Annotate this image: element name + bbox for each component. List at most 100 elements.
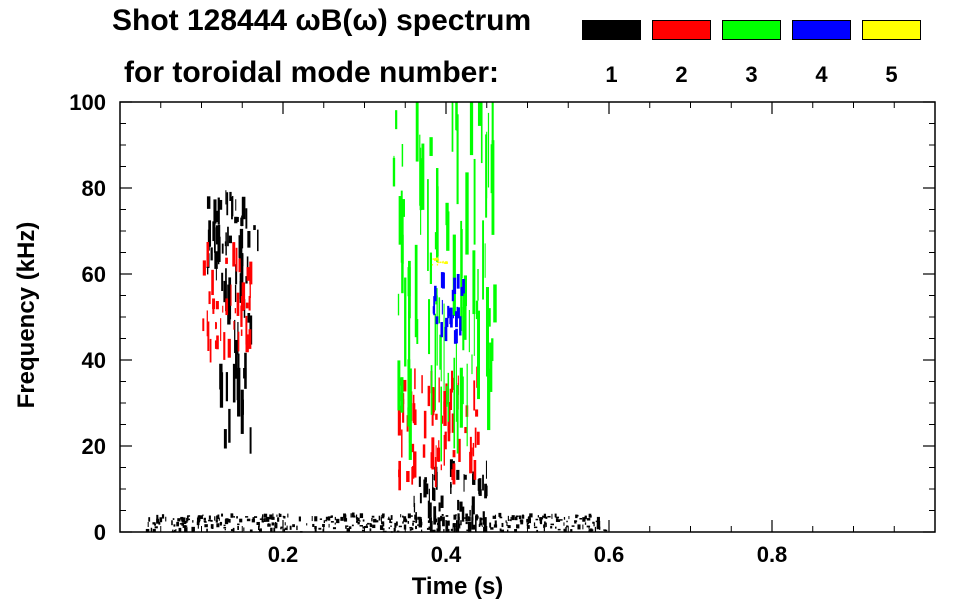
spectral-streak — [393, 155, 395, 184]
spectral-streak — [423, 410, 427, 439]
spectral-streak — [202, 260, 206, 276]
spectral-streak — [390, 521, 393, 524]
legend-label-mode-3: 3 — [745, 62, 758, 87]
spectral-streak — [345, 525, 349, 527]
spectral-streak — [204, 524, 208, 528]
spectral-streak — [458, 438, 461, 462]
spectral-streak — [403, 518, 407, 521]
spectral-streak — [543, 524, 546, 528]
spectral-streak — [177, 518, 181, 522]
spectral-streak — [343, 513, 346, 518]
spectral-streak — [432, 529, 436, 532]
spectral-streak — [467, 516, 471, 522]
spectral-streak — [550, 526, 553, 529]
spectral-streak — [415, 102, 419, 162]
spectral-streak — [243, 527, 245, 532]
spectral-streak — [232, 527, 235, 532]
spectral-streak — [246, 267, 250, 281]
spectral-streak — [340, 516, 344, 521]
spectral-streak — [473, 380, 476, 411]
spectral-streak — [394, 526, 396, 532]
spectral-streak — [463, 298, 467, 340]
spectral-streak — [494, 514, 496, 519]
spectral-streak — [501, 522, 504, 528]
spectral-streak — [499, 516, 503, 519]
spectral-streak — [325, 519, 328, 522]
spectral-streak — [454, 529, 456, 532]
spectral-streak — [446, 386, 448, 407]
spectral-streak — [563, 516, 566, 520]
spectral-streak — [452, 523, 456, 528]
spectral-streak — [452, 234, 456, 316]
spectral-streak — [400, 190, 403, 263]
spectral-streak — [328, 523, 330, 528]
spectral-streak — [298, 516, 301, 522]
spectral-streak — [237, 525, 239, 530]
spectral-streak — [438, 502, 441, 512]
spectral-streak — [410, 515, 413, 517]
spectral-streak — [257, 525, 260, 531]
spectral-streak — [487, 308, 491, 327]
spectral-streak — [178, 527, 182, 532]
spectral-streak — [230, 284, 232, 306]
spectral-streak — [428, 488, 430, 507]
spectral-streak — [283, 516, 286, 519]
spectral-streak — [498, 512, 502, 517]
spectral-streak — [184, 527, 188, 532]
spectral-streak — [456, 385, 459, 454]
spectral-streak — [441, 272, 445, 289]
spectral-streak — [577, 524, 581, 530]
spectral-streak — [472, 525, 474, 528]
spectral-streak — [212, 303, 215, 314]
spectral-streak — [432, 473, 434, 490]
spectral-streak — [359, 513, 364, 519]
spectral-streak — [598, 520, 601, 526]
spectral-streak — [526, 525, 530, 529]
spectral-streak — [568, 515, 570, 520]
spectral-streak — [156, 516, 159, 519]
spectral-streak — [456, 306, 459, 314]
spectral-streak — [393, 527, 395, 532]
spectral-streak — [480, 102, 483, 164]
spectral-streak — [537, 515, 540, 518]
spectral-streak — [433, 296, 436, 316]
spectral-streak — [485, 460, 487, 479]
spectral-streak — [435, 316, 439, 325]
spectral-streak — [206, 196, 211, 209]
spectral-streak — [565, 526, 567, 532]
spectral-streak — [526, 522, 529, 526]
spectral-streak — [589, 528, 593, 531]
spectral-streak — [518, 515, 522, 520]
spectral-streak — [450, 315, 453, 328]
spectral-streak — [218, 517, 220, 521]
spectral-streak — [481, 525, 483, 527]
spectral-streak — [472, 442, 475, 457]
spectral-streak — [588, 526, 590, 530]
spectral-streak — [199, 515, 203, 519]
spectral-streak — [352, 515, 356, 517]
spectral-streak — [231, 196, 233, 220]
spectral-streak — [473, 459, 477, 480]
spectral-streak — [444, 261, 448, 265]
spectral-streak — [483, 520, 485, 525]
spectral-streak — [145, 528, 150, 532]
spectral-streak — [445, 520, 449, 532]
spectral-streak — [175, 528, 177, 532]
spectral-streak — [417, 516, 421, 520]
spectral-streak — [477, 102, 482, 126]
spectral-streak — [477, 269, 479, 301]
spectral-streak — [451, 102, 454, 152]
spectral-streak — [557, 519, 561, 522]
spectral-streak — [225, 268, 227, 312]
spectral-streak — [233, 516, 235, 518]
spectral-streak — [210, 524, 214, 529]
spectral-streak — [554, 513, 557, 518]
spectral-streak — [467, 521, 472, 532]
spectral-streak — [382, 530, 385, 532]
spectral-streak — [555, 518, 559, 522]
spectral-streak — [279, 513, 282, 518]
spectral-streak — [356, 517, 360, 522]
x-tick-label: 0.8 — [757, 542, 788, 567]
spectral-streak — [487, 112, 490, 188]
